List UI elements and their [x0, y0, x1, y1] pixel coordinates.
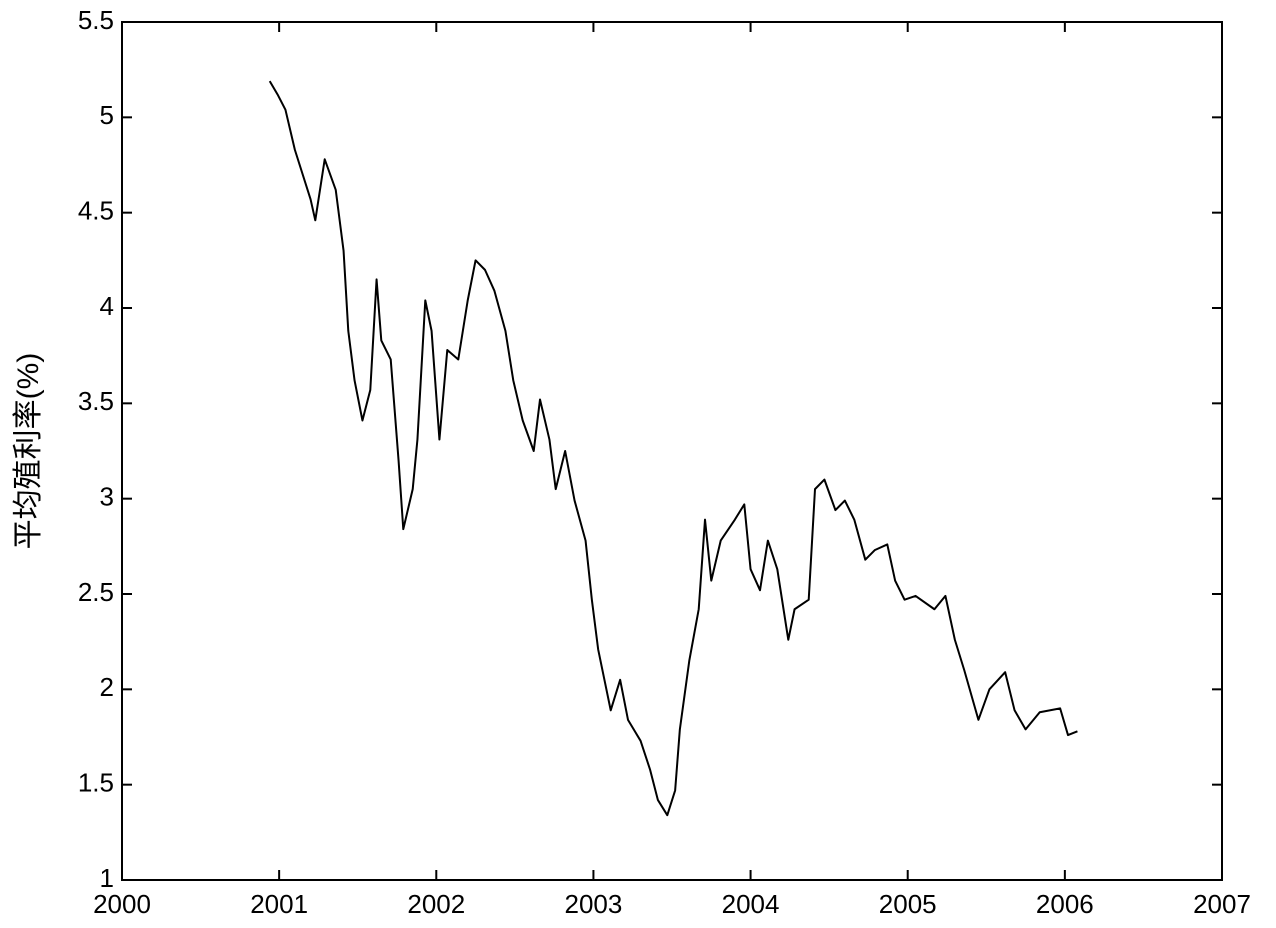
data-line: [268, 80, 1078, 817]
plot-frame: [121, 21, 1223, 881]
y-tick-label: 1: [100, 863, 114, 893]
x-tick-label: 2004: [722, 889, 780, 919]
x-tick-label: 2003: [565, 889, 623, 919]
y-tick-label: 3: [100, 482, 114, 512]
y-tick-label: 5.5: [78, 5, 114, 35]
x-tick-label: 2005: [879, 889, 937, 919]
x-tick-label: 2007: [1193, 889, 1251, 919]
x-tick-label: 2000: [93, 889, 151, 919]
y-tick-label: 2.5: [78, 577, 114, 607]
x-tick-label: 2001: [250, 889, 308, 919]
y-tick-label: 4: [100, 291, 114, 321]
y-tick-label: 1.5: [78, 768, 114, 798]
x-tick-label: 2006: [1036, 889, 1094, 919]
y-axis-label: 平均殖利率(%): [12, 353, 45, 550]
y-tick-label: 2: [100, 672, 114, 702]
y-tick-label: 3.5: [78, 386, 114, 416]
y-tick-label: 5: [100, 100, 114, 130]
x-tick-label: 2002: [407, 889, 465, 919]
y-tick-label: 4.5: [78, 196, 114, 226]
